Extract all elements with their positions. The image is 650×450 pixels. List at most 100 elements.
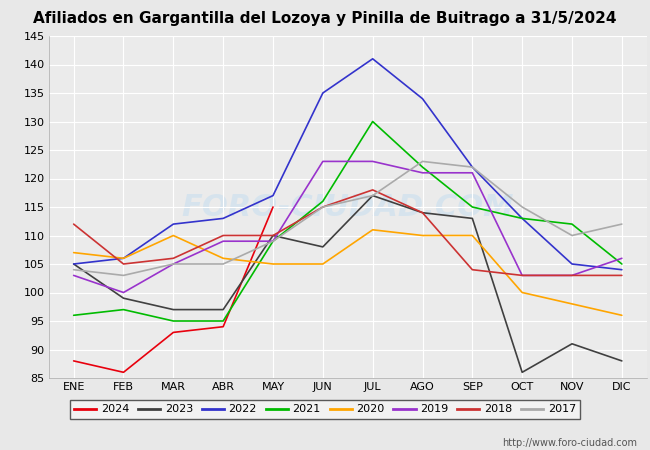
2021: [219, 318, 227, 324]
2019: [269, 238, 277, 244]
2018: [319, 204, 327, 210]
2017: [369, 193, 376, 198]
2023: [618, 358, 626, 364]
2019: [369, 159, 376, 164]
2019: [219, 238, 227, 244]
2020: [618, 313, 626, 318]
2024: [219, 324, 227, 329]
2024: [170, 330, 177, 335]
2022: [219, 216, 227, 221]
2017: [518, 204, 526, 210]
2018: [419, 210, 426, 216]
2021: [170, 318, 177, 324]
2019: [568, 273, 576, 278]
2017: [618, 221, 626, 227]
2021: [568, 221, 576, 227]
2021: [469, 204, 476, 210]
2022: [120, 256, 127, 261]
Line: 2017: 2017: [73, 162, 622, 275]
2018: [219, 233, 227, 238]
2020: [369, 227, 376, 233]
2024: [269, 204, 277, 210]
Legend: 2024, 2023, 2022, 2021, 2020, 2019, 2018, 2017: 2024, 2023, 2022, 2021, 2020, 2019, 2018…: [70, 400, 580, 419]
2018: [369, 187, 376, 193]
Line: 2022: 2022: [73, 59, 622, 270]
2019: [419, 170, 426, 176]
2018: [70, 221, 77, 227]
2021: [269, 238, 277, 244]
2020: [269, 261, 277, 267]
2022: [319, 90, 327, 96]
2019: [319, 159, 327, 164]
2020: [518, 290, 526, 295]
2023: [419, 210, 426, 216]
2017: [219, 261, 227, 267]
2019: [70, 273, 77, 278]
2023: [518, 369, 526, 375]
2018: [269, 233, 277, 238]
2022: [618, 267, 626, 272]
2023: [219, 307, 227, 312]
2022: [170, 221, 177, 227]
2021: [120, 307, 127, 312]
2019: [469, 170, 476, 176]
2017: [319, 204, 327, 210]
2018: [120, 261, 127, 267]
2023: [369, 193, 376, 198]
2019: [618, 256, 626, 261]
2021: [419, 164, 426, 170]
2022: [568, 261, 576, 267]
Text: http://www.foro-ciudad.com: http://www.foro-ciudad.com: [502, 438, 637, 448]
2020: [419, 233, 426, 238]
2023: [319, 244, 327, 250]
2017: [568, 233, 576, 238]
2018: [568, 273, 576, 278]
Line: 2019: 2019: [73, 162, 622, 292]
Line: 2020: 2020: [73, 230, 622, 315]
Line: 2021: 2021: [73, 122, 622, 321]
Line: 2024: 2024: [73, 207, 273, 372]
2023: [120, 296, 127, 301]
2022: [269, 193, 277, 198]
2022: [469, 164, 476, 170]
2020: [219, 256, 227, 261]
2018: [518, 273, 526, 278]
2021: [618, 261, 626, 267]
2021: [70, 313, 77, 318]
2019: [120, 290, 127, 295]
2017: [419, 159, 426, 164]
2020: [70, 250, 77, 255]
2020: [319, 261, 327, 267]
Text: FORO-CIUDAD.COM: FORO-CIUDAD.COM: [181, 193, 514, 221]
2022: [518, 216, 526, 221]
2017: [469, 164, 476, 170]
2020: [120, 256, 127, 261]
2023: [269, 233, 277, 238]
2017: [70, 267, 77, 272]
2021: [518, 216, 526, 221]
2017: [170, 261, 177, 267]
2023: [70, 261, 77, 267]
2017: [269, 238, 277, 244]
2017: [120, 273, 127, 278]
2019: [170, 261, 177, 267]
2022: [369, 56, 376, 62]
2019: [518, 273, 526, 278]
Text: Afiliados en Gargantilla del Lozoya y Pinilla de Buitrago a 31/5/2024: Afiliados en Gargantilla del Lozoya y Pi…: [33, 10, 617, 26]
Line: 2023: 2023: [73, 196, 622, 372]
2018: [618, 273, 626, 278]
2023: [170, 307, 177, 312]
2023: [469, 216, 476, 221]
2022: [419, 96, 426, 101]
2020: [170, 233, 177, 238]
Line: 2018: 2018: [73, 190, 622, 275]
2018: [170, 256, 177, 261]
2023: [568, 341, 576, 346]
2024: [120, 369, 127, 375]
2021: [369, 119, 376, 124]
2018: [469, 267, 476, 272]
2024: [70, 358, 77, 364]
2020: [469, 233, 476, 238]
2022: [70, 261, 77, 267]
2021: [319, 198, 327, 204]
